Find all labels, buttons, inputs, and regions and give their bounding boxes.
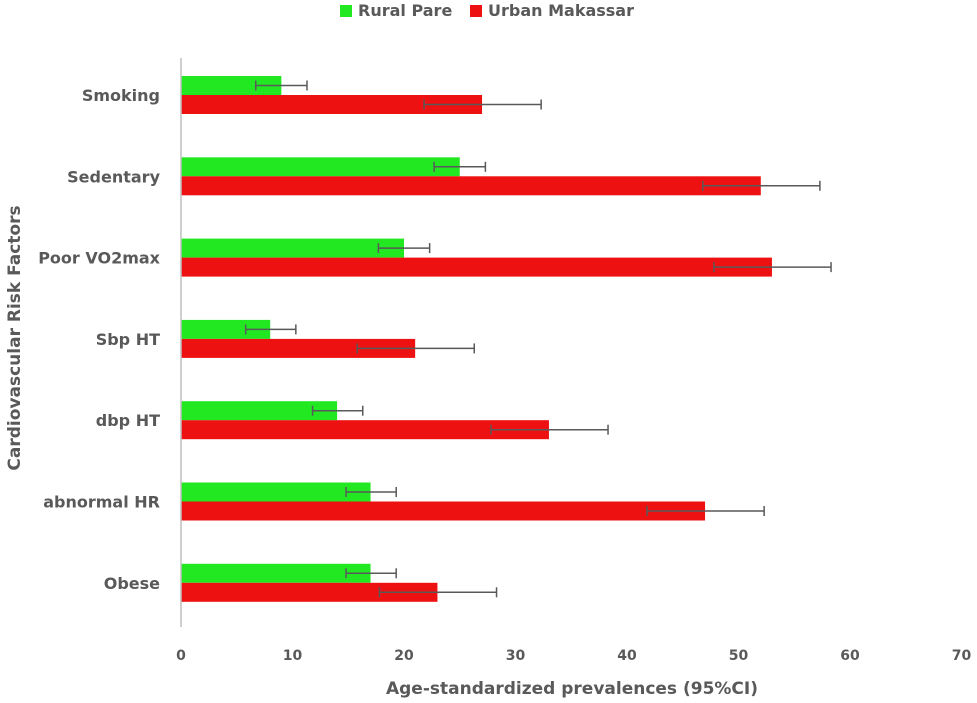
legend-item-urban-makassar: Urban Makassar — [470, 1, 634, 20]
category-label-obese: Obese — [104, 574, 160, 593]
bar-rural-pare-obese — [181, 563, 371, 583]
legend-swatch-urban-makassar — [470, 4, 482, 17]
error-bars-layer — [244, 80, 832, 598]
bars-layer — [181, 76, 772, 602]
category-label-smoking: Smoking — [82, 86, 160, 105]
bar-rural-pare-abnormal-hr — [181, 482, 371, 502]
legend: Rural Pare Urban Makassar — [0, 0, 977, 24]
x-tick-label-10: 10 — [283, 648, 303, 664]
bar-rural-pare-poor-vo2max — [181, 238, 404, 258]
x-tick-label-70: 70 — [952, 648, 972, 664]
bar-urban-makassar-obese — [181, 582, 438, 602]
category-label-sedentary: Sedentary — [67, 167, 160, 186]
x-tick-label-20: 20 — [394, 648, 414, 664]
category-label-abnormal-hr: abnormal HR — [43, 493, 160, 512]
category-label-dbp-ht: dbp HT — [96, 411, 160, 430]
x-tick-labels: 0 10 20 30 40 50 60 70 — [176, 648, 971, 664]
bar-rural-pare-sedentary — [181, 157, 460, 177]
bar-urban-makassar-dbp-ht — [181, 420, 549, 440]
legend-label-rural-pare: Rural Pare — [358, 1, 453, 20]
x-axis-title: Age-standardized prevalences (95%CI) — [386, 679, 758, 699]
legend-swatch-rural-pare — [340, 4, 352, 17]
y-axis-title: Cardiovascular Risk Factors — [5, 205, 25, 470]
bar-urban-makassar-poor-vo2max — [181, 257, 772, 277]
x-tick-label-30: 30 — [506, 648, 526, 664]
legend-label-urban-makassar: Urban Makassar — [488, 1, 634, 20]
x-tick-label-60: 60 — [840, 648, 860, 664]
x-tick-label-50: 50 — [729, 648, 749, 664]
legend-item-rural-pare: Rural Pare — [340, 1, 452, 20]
x-tick-label-40: 40 — [617, 648, 637, 664]
bar-urban-makassar-smoking — [181, 95, 483, 114]
category-label-sbp-ht: Sbp HT — [96, 330, 160, 349]
category-labels: Smoking Sedentary Poor VO2max Sbp HT dbp HT a… — [38, 86, 160, 593]
bar-rural-pare-sbp-ht — [181, 319, 271, 339]
bar-urban-makassar-sedentary — [181, 176, 761, 196]
bar-rural-pare-dbp-ht — [181, 401, 338, 421]
x-tick-label-0: 0 — [176, 648, 186, 664]
category-label-poor-vo2max: Poor VO2max — [38, 249, 160, 268]
bar-urban-makassar-abnormal-hr — [181, 501, 706, 521]
